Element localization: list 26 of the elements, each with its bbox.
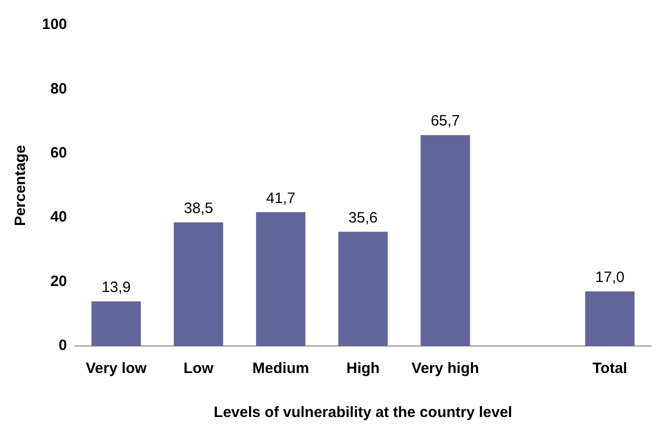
y-tick-label: 0: [58, 337, 68, 354]
data-label: 41,7: [266, 190, 296, 207]
bar: [174, 222, 224, 346]
y-tick-label: 100: [42, 16, 68, 34]
bar: [585, 291, 635, 346]
bar: [420, 135, 470, 346]
x-tick-label: Low: [183, 360, 214, 378]
y-tick-label: 80: [50, 80, 68, 98]
y-tick-label: 20: [50, 272, 68, 290]
data-label: 35,6: [348, 209, 378, 226]
data-label: 65,7: [430, 112, 460, 130]
x-tick-label: Very low: [86, 360, 147, 378]
y-tick-label: 40: [50, 208, 68, 226]
bar: [256, 212, 306, 346]
x-tick-label: Very high: [412, 360, 480, 378]
x-tick-label: Total: [592, 360, 628, 378]
bar: [91, 301, 141, 346]
x-tick-label: High: [346, 360, 380, 378]
data-label: 13,9: [102, 279, 131, 296]
bar: [338, 232, 388, 346]
data-label: 17,0: [595, 269, 624, 286]
y-axis-title: Percentage: [12, 145, 30, 226]
y-tick-label: 60: [50, 144, 68, 162]
data-label: 38,5: [184, 200, 214, 218]
x-axis-title: Levels of vulnerability at the country level: [214, 404, 512, 422]
x-tick-label: Medium: [252, 360, 310, 378]
